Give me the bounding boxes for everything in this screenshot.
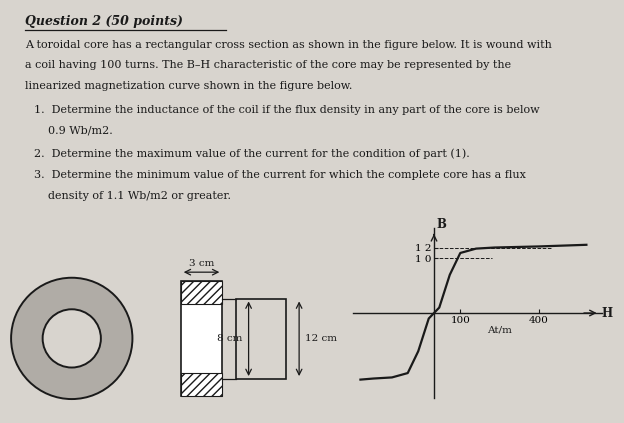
Bar	[181, 373, 222, 396]
Text: H: H	[602, 307, 613, 319]
Text: At/m: At/m	[487, 325, 512, 334]
Text: 0.9 Wb/m2.: 0.9 Wb/m2.	[34, 126, 113, 136]
Text: a coil having 100 turns. The B–H characteristic of the core may be represented b: a coil having 100 turns. The B–H charact…	[25, 60, 511, 71]
Text: A toroidal core has a rectangular cross section as shown in the figure below. It: A toroidal core has a rectangular cross …	[25, 40, 552, 50]
Text: 2.  Determine the maximum value of the current for the condition of part (1).: 2. Determine the maximum value of the cu…	[34, 148, 470, 159]
Text: 8 cm: 8 cm	[218, 334, 243, 343]
Text: density of 1.1 Wb/m2 or greater.: density of 1.1 Wb/m2 or greater.	[34, 191, 232, 201]
Text: 12 cm: 12 cm	[305, 334, 337, 343]
Text: 1.  Determine the inductance of the coil if the flux density in any part of the : 1. Determine the inductance of the coil …	[34, 105, 540, 115]
Ellipse shape	[42, 309, 101, 368]
Ellipse shape	[11, 278, 132, 399]
Text: linearized magnetization curve shown in the figure below.: linearized magnetization curve shown in …	[25, 81, 353, 91]
Bar	[181, 281, 222, 304]
Text: 3.  Determine the minimum value of the current for which the complete core has a: 3. Determine the minimum value of the cu…	[34, 170, 526, 181]
Text: B: B	[437, 218, 447, 231]
Text: Question 2 (50 points): Question 2 (50 points)	[25, 15, 183, 28]
Text: 3 cm: 3 cm	[189, 259, 214, 268]
Bar	[181, 281, 222, 396]
Bar	[236, 299, 286, 379]
